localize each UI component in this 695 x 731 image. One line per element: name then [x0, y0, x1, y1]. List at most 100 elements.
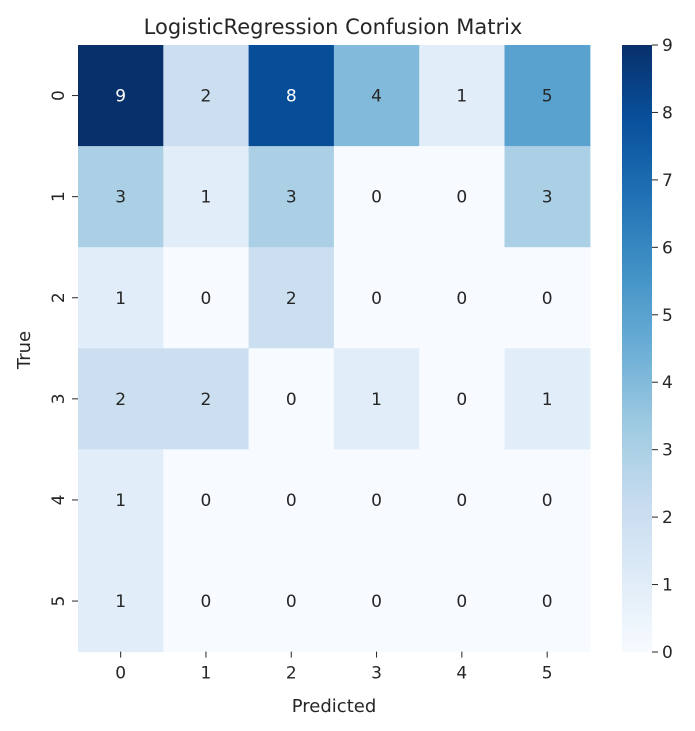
- colorbar: [622, 45, 652, 652]
- cell-value-r5-c1: 0: [201, 592, 212, 612]
- colorbar-tick-label-8: 8: [662, 103, 673, 123]
- heatmap-cell-r5-c0: [78, 550, 164, 653]
- heatmap-cell-r1-c2: [248, 146, 335, 248]
- chart-title: LogisticRegression Confusion Matrix: [144, 15, 523, 39]
- cell-value-r1-c1: 1: [201, 188, 212, 208]
- cell-value-r3-c1: 2: [201, 390, 212, 410]
- heatmap-cell-r1-c1: [163, 146, 250, 248]
- x-tick-label-0: 0: [115, 664, 126, 684]
- heatmap-cell-r3-c3: [333, 348, 420, 450]
- heatmap-cell-r3-c2: [248, 348, 335, 450]
- cell-value-r2-c5: 0: [542, 289, 553, 309]
- cell-value-r2-c4: 0: [456, 289, 467, 309]
- heatmap-cell-r1-c5: [504, 146, 591, 248]
- y-tick-label-0: 0: [49, 90, 69, 101]
- cell-value-r4-c0: 1: [115, 491, 126, 511]
- cell-value-r0-c4: 1: [456, 87, 467, 107]
- y-tick-label-3: 3: [49, 393, 69, 404]
- cell-value-r0-c2: 8: [286, 87, 297, 107]
- cell-value-r3-c5: 1: [542, 390, 553, 410]
- cell-value-r0-c5: 5: [542, 87, 553, 107]
- heatmap-cell-r3-c1: [163, 348, 250, 450]
- heatmap-cell-r2-c2: [248, 247, 335, 349]
- heatmap-cell-r1-c4: [419, 146, 506, 248]
- cell-value-r4-c4: 0: [456, 491, 467, 511]
- cell-value-r1-c4: 0: [456, 188, 467, 208]
- y-tick-label-5: 5: [49, 596, 69, 607]
- cell-value-r4-c3: 0: [371, 491, 382, 511]
- heatmap-cell-r5-c1: [163, 550, 250, 653]
- cell-value-r1-c2: 3: [286, 188, 297, 208]
- heatmap-cell-r0-c0: [78, 45, 164, 147]
- heatmap-cell-r1-c3: [333, 146, 420, 248]
- heatmap-cell-r0-c1: [163, 45, 250, 147]
- cell-value-r0-c3: 4: [371, 87, 382, 107]
- colorbar-tick-label-0: 0: [662, 643, 673, 663]
- cell-value-r2-c0: 1: [115, 289, 126, 309]
- x-tick-label-3: 3: [371, 664, 382, 684]
- y-tick-label-2: 2: [49, 292, 69, 303]
- x-tick-label-1: 1: [201, 664, 212, 684]
- heatmap-cell-r0-c2: [248, 45, 335, 147]
- cell-value-r2-c1: 0: [201, 289, 212, 309]
- cell-value-r5-c5: 0: [542, 592, 553, 612]
- heatmap-cell-r4-c4: [419, 449, 506, 552]
- heatmap-cell-r3-c4: [419, 348, 506, 450]
- cell-value-r4-c5: 0: [542, 491, 553, 511]
- heatmap-cell-r4-c3: [333, 449, 420, 552]
- cell-value-r1-c3: 0: [371, 188, 382, 208]
- cell-value-r1-c0: 3: [115, 188, 126, 208]
- heatmap-cell-r2-c0: [78, 247, 164, 349]
- heatmap-cell-r0-c3: [333, 45, 420, 147]
- cell-value-r3-c3: 1: [371, 390, 382, 410]
- x-axis-ticks: 0 1 2 3 4 5: [115, 651, 553, 684]
- heatmap-cells: 9 2 8 4 1 5 3 1 3 0 0 3 1 0 2 0 0 0 2 2 0 1 0 1 1 0 0 0 0 0 1 0 0 0 0 0: [78, 45, 591, 653]
- y-tick-label-4: 4: [49, 495, 69, 506]
- heatmap-cell-r2-c3: [333, 247, 420, 349]
- heatmap-cell-r4-c1: [163, 449, 250, 552]
- heatmap-cell-r4-c5: [504, 449, 591, 552]
- colorbar-tick-label-3: 3: [662, 441, 673, 461]
- x-tick-label-4: 4: [456, 664, 467, 684]
- colorbar-tick-label-2: 2: [662, 508, 673, 528]
- cell-value-r0-c1: 2: [201, 87, 212, 107]
- x-axis-label: Predicted: [292, 696, 377, 717]
- y-axis-label: True: [14, 331, 35, 370]
- heatmap-cell-r1-c0: [78, 146, 164, 248]
- cell-value-r5-c3: 0: [371, 592, 382, 612]
- x-tick-label-5: 5: [542, 664, 553, 684]
- heatmap-cell-r3-c0: [78, 348, 164, 450]
- cell-value-r3-c4: 0: [456, 390, 467, 410]
- heatmap-cell-r3-c5: [504, 348, 591, 450]
- cell-value-r4-c2: 0: [286, 491, 297, 511]
- cell-value-r0-c0: 9: [115, 87, 126, 107]
- heatmap-cell-r5-c5: [504, 550, 591, 653]
- cell-value-r3-c0: 2: [115, 390, 126, 410]
- heatmap-cell-r2-c1: [163, 247, 250, 349]
- colorbar-tick-label-6: 6: [662, 238, 673, 258]
- colorbar-ticks: 0 1 2 3 4 5 6 7 8 9: [652, 36, 673, 663]
- cell-value-r5-c2: 0: [286, 592, 297, 612]
- cell-value-r2-c2: 2: [286, 289, 297, 309]
- x-tick-label-2: 2: [286, 664, 297, 684]
- heatmap-cell-r4-c0: [78, 449, 164, 552]
- colorbar-tick-label-5: 5: [662, 306, 673, 326]
- cell-value-r1-c5: 3: [542, 188, 553, 208]
- cell-value-r5-c0: 1: [115, 592, 126, 612]
- heatmap-cell-r5-c3: [333, 550, 420, 653]
- y-tick-label-1: 1: [49, 191, 69, 202]
- heatmap-cell-r5-c4: [419, 550, 506, 653]
- colorbar-tick-label-4: 4: [662, 373, 673, 393]
- heatmap-cell-r2-c4: [419, 247, 506, 349]
- colorbar-tick-label-9: 9: [662, 36, 673, 56]
- heatmap-cell-r0-c4: [419, 45, 506, 147]
- heatmap-cell-r5-c2: [248, 550, 335, 653]
- cell-value-r3-c2: 0: [286, 390, 297, 410]
- colorbar-tick-label-7: 7: [662, 171, 673, 191]
- colorbar-tick-label-1: 1: [662, 576, 673, 596]
- heatmap-cell-r4-c2: [248, 449, 335, 552]
- cell-value-r5-c4: 0: [456, 592, 467, 612]
- cell-value-r2-c3: 0: [371, 289, 382, 309]
- heatmap-cell-r0-c5: [504, 45, 591, 147]
